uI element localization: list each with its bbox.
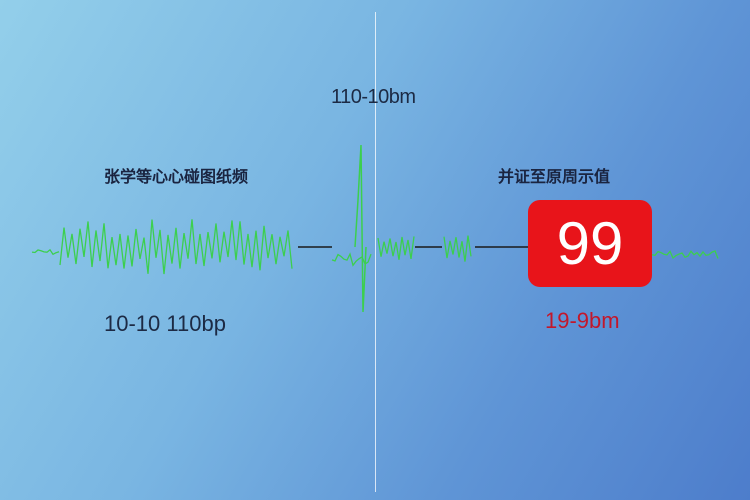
left-panel-value: 10-10 110bp [104, 311, 226, 336]
heart-rate-badge: 99 [528, 200, 652, 287]
top-range-label: 110-10bm [331, 86, 416, 108]
waveform-segment [331, 252, 372, 267]
waveform-segment [443, 235, 472, 262]
waveform-spike [354, 144, 367, 313]
right-panel-title: 并证至原周示值 [498, 169, 611, 186]
center-divider [375, 12, 376, 492]
waveform-segment [31, 248, 60, 256]
waveform-segment [59, 219, 293, 275]
waveform-segment [377, 236, 415, 260]
right-range-value: 19-9bm [545, 308, 620, 333]
waveform-segment [651, 250, 719, 260]
left-panel-title: 张学等心心碰图纸频 [104, 169, 249, 186]
